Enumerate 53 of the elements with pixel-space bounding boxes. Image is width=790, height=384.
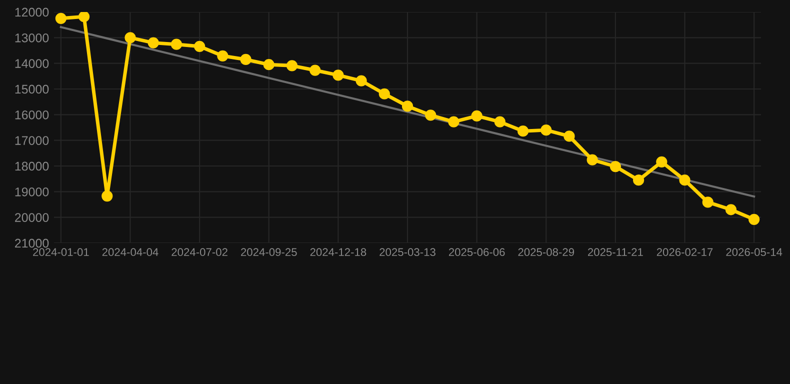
point: [356, 75, 367, 86]
point: [332, 70, 344, 81]
y-tick-label: 16000: [15, 110, 49, 120]
point: [217, 50, 228, 62]
point: [286, 60, 298, 72]
point: [240, 54, 252, 66]
y-tick-label: 21000: [15, 238, 49, 248]
point: [124, 32, 136, 44]
y-tick-label: 20000: [15, 213, 49, 222]
point: [564, 130, 575, 142]
x-tick-label: 2025-03-13: [380, 248, 436, 256]
point: [263, 59, 274, 70]
point: [540, 124, 552, 136]
point: [471, 110, 482, 122]
point: [656, 156, 668, 168]
x-tick-label: 2024-12-18: [310, 248, 366, 256]
point: [448, 116, 460, 128]
x-tick-label: 2025-08-29: [518, 248, 574, 256]
point: [55, 12, 66, 24]
point: [102, 190, 113, 202]
point: [725, 204, 737, 216]
point: [702, 196, 714, 208]
point: [78, 12, 90, 22]
point: [632, 174, 644, 186]
y-tick-label: 18000: [15, 162, 49, 171]
point: [610, 160, 621, 172]
x-tick-label: 2024-01-01: [33, 248, 89, 256]
y-tick-label: 17000: [15, 136, 49, 145]
point: [679, 174, 690, 186]
point: [148, 37, 159, 48]
x-tick-label: 2025-11-21: [588, 248, 643, 256]
x-tick-label: 2026-05-14: [726, 248, 782, 256]
x-tick-label: 2025-06-06: [448, 248, 505, 256]
x-tick-label: 2024-09-25: [241, 248, 297, 256]
point: [170, 38, 182, 50]
y-tick-label: 14000: [15, 59, 49, 68]
y-tick-label: 13000: [15, 33, 49, 42]
x-tick-label: 2024-04-04: [102, 248, 158, 256]
point: [494, 116, 506, 128]
x-tick-label: 2026-02-17: [656, 248, 713, 256]
y-tick-label: 15000: [15, 84, 49, 94]
point: [586, 154, 598, 166]
point: [425, 110, 436, 121]
x-tick-label: 2024-07-02: [172, 248, 228, 256]
point: [402, 100, 414, 112]
point: [378, 88, 390, 100]
y-tick-label: 19000: [15, 187, 49, 196]
line-series: [60, 26, 756, 198]
point: [517, 126, 529, 137]
point: [310, 64, 321, 76]
point: [194, 40, 206, 52]
point: [748, 214, 760, 225]
y-tick-label: 12000: [15, 8, 49, 17]
